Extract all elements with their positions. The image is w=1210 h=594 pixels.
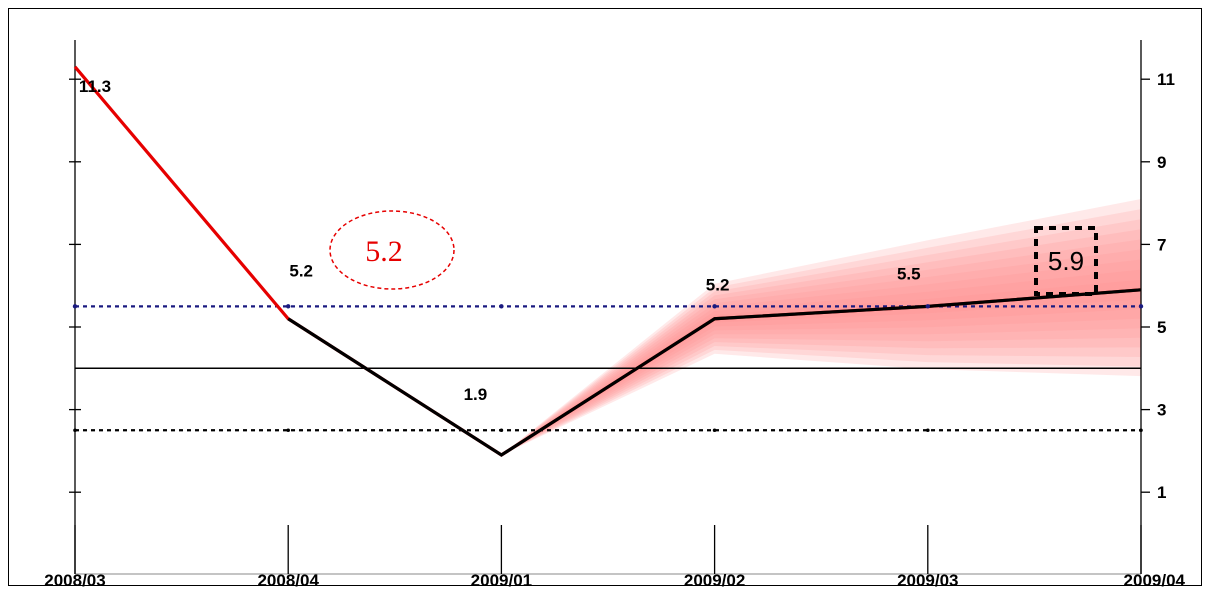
- fan-band: [501, 279, 1141, 455]
- data-label: 11.3: [79, 77, 111, 96]
- fan-band: [501, 239, 1141, 455]
- ref-marker: [712, 428, 717, 433]
- x-tick-label: 2008/03: [44, 571, 105, 590]
- y-tick-label: 11: [1157, 70, 1175, 89]
- annotation-box: [1034, 226, 1098, 296]
- ref-marker: [1138, 304, 1144, 309]
- ref-marker: [499, 304, 504, 309]
- x-tick-label: 2009/02: [684, 571, 745, 590]
- ref-marker: [712, 304, 717, 309]
- y-tick-label: 1: [1157, 483, 1166, 502]
- fan-band: [501, 269, 1141, 455]
- ref-marker: [286, 304, 291, 309]
- x-tick-label: 2009/01: [471, 571, 532, 590]
- ref-marker: [1139, 428, 1143, 433]
- y-tick-label: 5: [1157, 318, 1166, 337]
- fan-band: [501, 229, 1141, 455]
- annotation-ellipse: [329, 210, 455, 290]
- series-core-line: [287, 288, 1142, 457]
- fan-band: [501, 199, 1141, 455]
- fan-band: [501, 259, 1141, 455]
- ref-marker: [926, 428, 930, 433]
- fan-band: [501, 209, 1141, 455]
- data-label: 5.2: [289, 262, 313, 281]
- data-label: 5.2: [706, 276, 730, 295]
- y-tick-label: 7: [1157, 235, 1166, 254]
- y-tick-label: 9: [1157, 153, 1166, 172]
- y-tick-label: 3: [1157, 401, 1166, 420]
- annotation-box-label: 5.9: [1048, 246, 1084, 276]
- ref-marker: [925, 304, 930, 309]
- ref-marker: [73, 428, 77, 433]
- ref-marker: [286, 428, 291, 433]
- outer-frame: [8, 8, 1202, 586]
- x-tick-label: 2009/03: [897, 571, 958, 590]
- data-label: 1.9: [464, 385, 488, 404]
- ref-marker: [72, 304, 78, 309]
- data-label: 5.5: [897, 264, 921, 283]
- ref-marker: [499, 428, 504, 433]
- annotation-ellipse-label: 5.2: [365, 235, 403, 268]
- x-tick-label: 2008/04: [257, 571, 319, 590]
- fan-band: [501, 219, 1141, 455]
- x-tick-label: 2009/04: [1124, 571, 1186, 590]
